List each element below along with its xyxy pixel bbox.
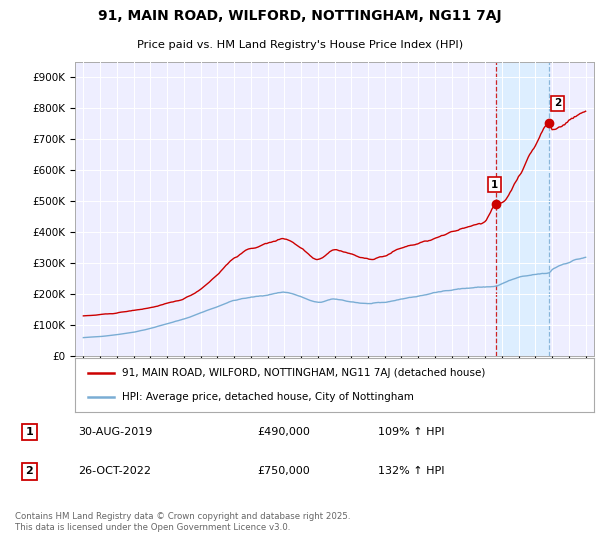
Text: 30-AUG-2019: 30-AUG-2019 bbox=[79, 427, 153, 437]
Text: 1: 1 bbox=[26, 427, 33, 437]
Text: 91, MAIN ROAD, WILFORD, NOTTINGHAM, NG11 7AJ: 91, MAIN ROAD, WILFORD, NOTTINGHAM, NG11… bbox=[98, 9, 502, 23]
Text: £750,000: £750,000 bbox=[257, 466, 310, 476]
Text: 132% ↑ HPI: 132% ↑ HPI bbox=[378, 466, 445, 476]
Text: 1: 1 bbox=[491, 180, 499, 190]
Text: 109% ↑ HPI: 109% ↑ HPI bbox=[378, 427, 445, 437]
Text: 91, MAIN ROAD, WILFORD, NOTTINGHAM, NG11 7AJ (detached house): 91, MAIN ROAD, WILFORD, NOTTINGHAM, NG11… bbox=[122, 368, 485, 378]
Bar bbox=[496, 62, 549, 356]
Text: HPI: Average price, detached house, City of Nottingham: HPI: Average price, detached house, City… bbox=[122, 392, 413, 402]
Text: £490,000: £490,000 bbox=[257, 427, 310, 437]
Text: 2: 2 bbox=[554, 99, 561, 109]
Text: Contains HM Land Registry data © Crown copyright and database right 2025.
This d: Contains HM Land Registry data © Crown c… bbox=[15, 512, 350, 532]
Text: 2: 2 bbox=[26, 466, 33, 476]
Text: 26-OCT-2022: 26-OCT-2022 bbox=[79, 466, 151, 476]
Text: Price paid vs. HM Land Registry's House Price Index (HPI): Price paid vs. HM Land Registry's House … bbox=[137, 40, 463, 50]
